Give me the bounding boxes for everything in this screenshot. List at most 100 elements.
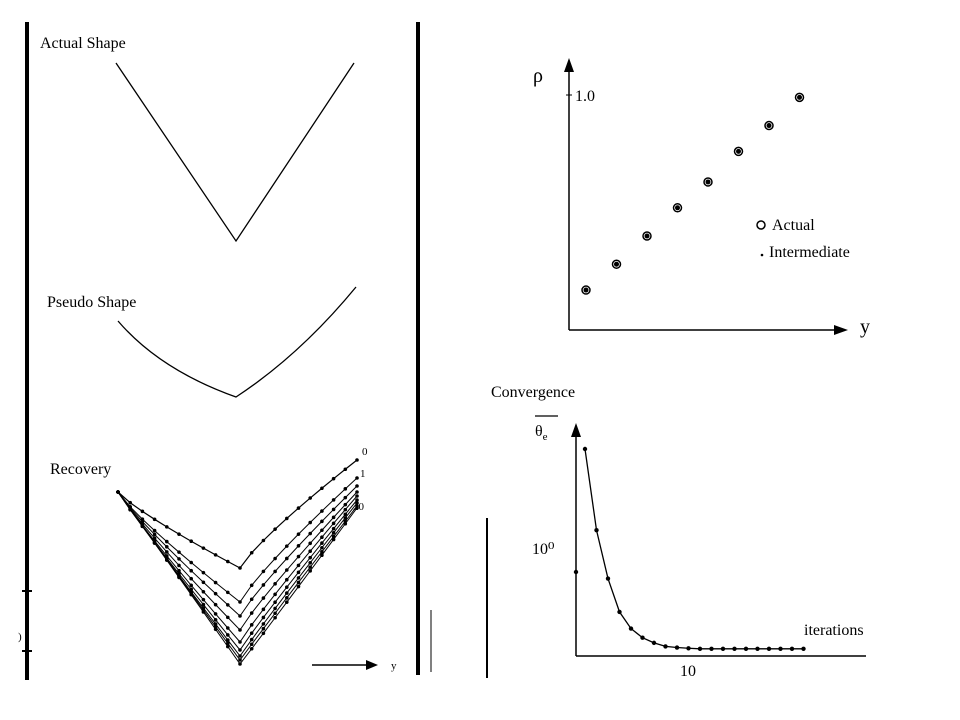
rho-point-intermediate <box>766 123 772 129</box>
recovery-iterate-point <box>201 546 206 550</box>
recovery-iterate-point <box>189 539 193 544</box>
recovery-iterate-point <box>296 570 301 575</box>
recovery-panel: Recovery 0 1 20 y <box>50 446 397 672</box>
recovery-iterate-point <box>226 615 230 620</box>
recovery-iterate-point <box>285 577 289 582</box>
convergence-point <box>709 646 714 652</box>
actual-shape-curve <box>115 62 355 243</box>
recovery-iterate-point <box>273 606 277 611</box>
recovery-iterate-point <box>249 550 254 555</box>
recovery-iterate-point <box>226 638 230 642</box>
recovery-iterate-point <box>331 476 336 481</box>
recovery-iterate-point <box>261 583 266 587</box>
recovery-iterate-point <box>308 569 313 573</box>
convergence-point <box>617 609 622 615</box>
recovery-iterate-point <box>320 535 324 540</box>
recovery-iterate-point <box>273 600 277 605</box>
pseudo-shape-panel: Pseudo Shape <box>47 286 357 398</box>
convergence-point <box>697 646 703 652</box>
recovery-iterate-point <box>249 611 254 615</box>
recovery-iterate-point <box>343 487 348 491</box>
recovery-iterate-point <box>308 565 313 569</box>
recovery-iterate-point <box>320 528 324 533</box>
recovery-iterate-point <box>273 569 277 574</box>
pseudo-shape-curve <box>117 286 357 398</box>
recovery-iterate-point <box>331 507 336 512</box>
recovery-iterate-point <box>296 544 301 548</box>
convergence-point <box>778 646 783 652</box>
recovery-title: Recovery <box>50 461 111 478</box>
convergence-point <box>766 646 772 652</box>
rho-point-actual <box>703 177 713 187</box>
rho-point-actual <box>611 259 622 269</box>
convergence-point <box>594 527 599 533</box>
theta-symbol: θ <box>535 423 543 440</box>
rho-x-label: y <box>860 316 870 338</box>
rho-point-actual <box>764 120 774 131</box>
legend-intermediate-marker <box>760 253 764 257</box>
recovery-iterate-point <box>355 506 359 510</box>
recovery-iterate-point <box>285 516 289 521</box>
recovery-iterate-point <box>261 596 266 600</box>
convergence-point <box>755 646 760 652</box>
recovery-iterate-point <box>238 662 242 666</box>
recovery-iterate-point <box>165 545 169 549</box>
convergence-point <box>640 635 645 640</box>
recovery-axis-label: y <box>391 660 397 672</box>
recovery-iterate-point <box>331 530 336 535</box>
recovery-iterate-point <box>343 521 348 526</box>
convergence-point <box>789 646 795 652</box>
edge-mark: ) <box>18 631 22 643</box>
recovery-iterate-point <box>285 596 289 600</box>
recovery-iterate-point <box>273 582 277 586</box>
convergence-point <box>674 645 680 650</box>
recovery-iterate-point <box>249 646 254 651</box>
recovery-iterate-point <box>331 515 336 520</box>
recovery-iterate-point <box>320 553 324 557</box>
recovery-iterate-point <box>355 494 359 498</box>
legend-actual-marker <box>756 220 766 230</box>
recovery-iterate-point <box>152 517 157 522</box>
convergence-x-label: iterations <box>804 622 864 639</box>
convergence-point <box>720 646 726 652</box>
recovery-iterate-point <box>331 498 336 502</box>
recovery-iterate-point <box>152 528 157 533</box>
recovery-iterate-point <box>355 476 359 480</box>
legend-intermediate-label: Intermediate <box>769 244 850 261</box>
recovery-iterate-point <box>249 623 254 627</box>
recovery-iterate-point <box>343 495 348 500</box>
recovery-iterate-curve <box>117 491 358 651</box>
recovery-iterate-point <box>249 583 254 588</box>
recovery-iterate-point <box>213 602 218 607</box>
recovery-iterate-point <box>308 560 313 565</box>
recovery-iterate-point <box>261 615 266 620</box>
convergence-point <box>663 644 668 649</box>
recovery-iterate-point <box>355 490 359 494</box>
recovery-iterate-point <box>238 654 242 658</box>
recovery-iterate-point <box>285 568 289 572</box>
recovery-iterate-point <box>343 516 348 520</box>
recovery-iterate-point <box>238 614 242 618</box>
recovery-iterate-point <box>296 563 301 568</box>
recovery-iterate-point <box>343 467 348 472</box>
recovery-iterate-curve <box>117 491 358 661</box>
recovery-iterate-point <box>308 541 313 546</box>
recovery-iterate-point <box>249 631 254 635</box>
recovery-iterate-point <box>273 592 277 597</box>
recovery-iterate-point <box>320 541 324 545</box>
convergence-point <box>605 576 611 581</box>
recovery-iterate-point <box>285 556 289 561</box>
recovery-iterate-point <box>296 584 301 589</box>
recovery-iterate-point <box>213 591 218 596</box>
recovery-iterate-point <box>331 521 336 526</box>
recovery-iterate-point <box>177 568 181 573</box>
convergence-point <box>628 626 634 631</box>
recovery-iterate-point <box>213 580 218 585</box>
rho-y-arrowhead <box>564 58 574 72</box>
rho-x-arrowhead <box>834 325 848 335</box>
recovery-iterate-point <box>140 509 145 514</box>
recovery-iterate-point <box>238 648 242 652</box>
recovery-iterate-point <box>165 550 169 554</box>
rho-point-actual <box>581 285 591 295</box>
recovery-iterate-point <box>177 550 181 554</box>
